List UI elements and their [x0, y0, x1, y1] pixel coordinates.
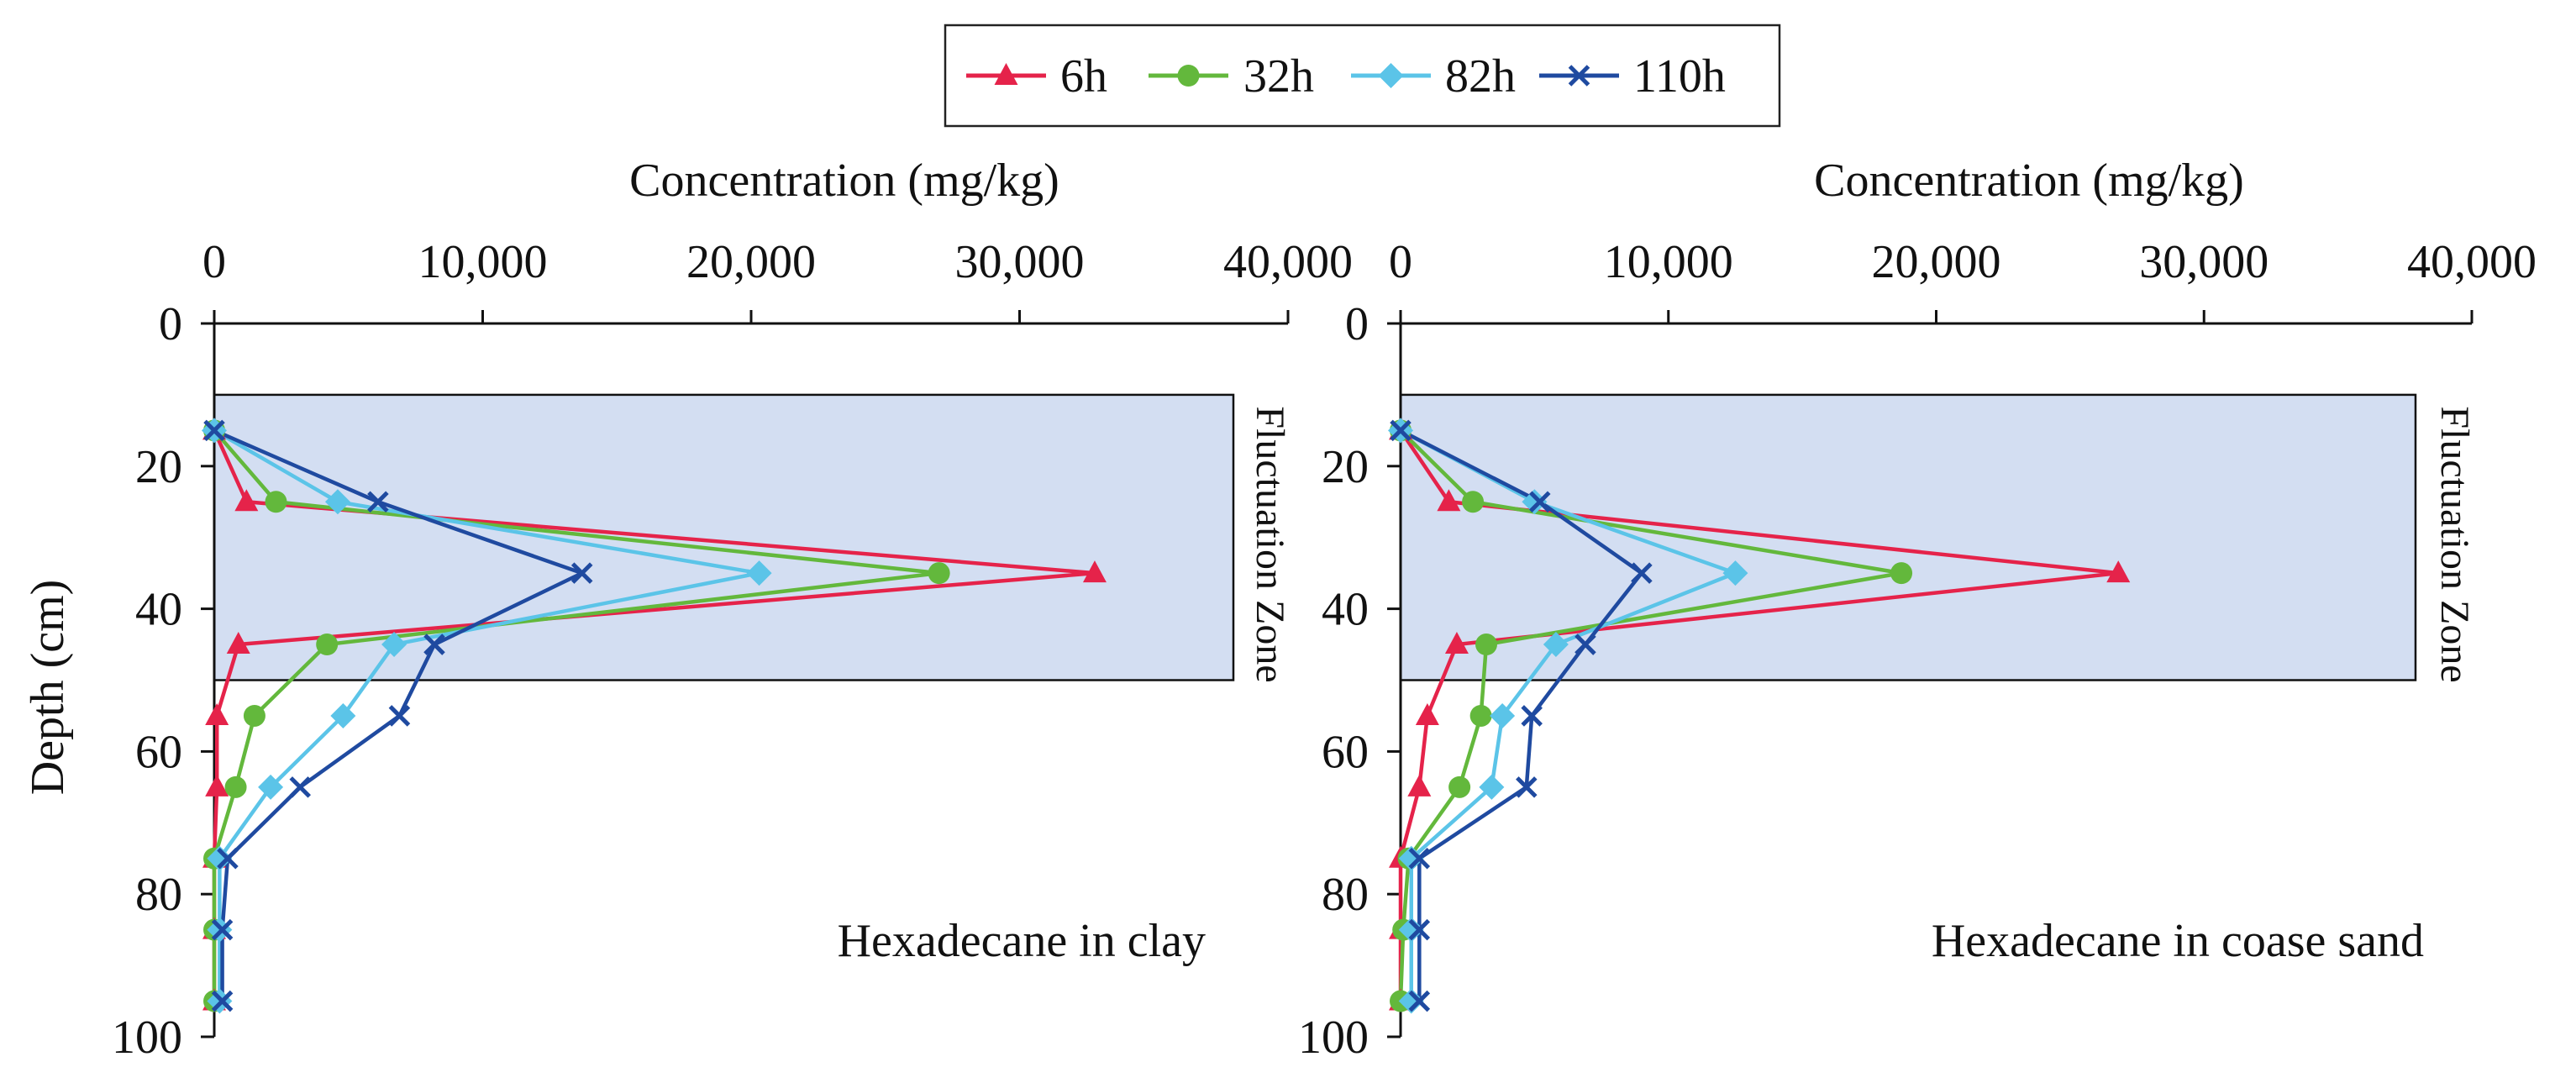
data-point-110h [203, 419, 225, 442]
legend-label-110h: 110h [1633, 50, 1726, 103]
legend-marker-32h [1177, 65, 1200, 87]
data-point-110h [1408, 990, 1431, 1012]
data-point-32h [1475, 634, 1497, 656]
y-axis-title: Depth (cm) [22, 580, 74, 796]
panel-coarse-sand: Concentration (mg/kg) 0 10,000 20,000 30,00… [1298, 155, 2537, 1064]
data-point-32h [265, 491, 287, 513]
legend-items: 6h 32h 82h 110h [966, 50, 1726, 103]
data-point-82h [1522, 489, 1548, 515]
x-tick-label: 40,000 [2407, 236, 2537, 288]
data-point-32h [1448, 775, 1471, 798]
data-point-110h [1631, 562, 1653, 584]
plot-area-clay: 0 10,000 20,000 30,000 40,000 0 20 40 60 80 100 [112, 236, 1353, 1064]
y-tick-label: 40 [1322, 584, 1369, 636]
data-point-110h [1390, 419, 1412, 442]
data-point-6h [1407, 774, 1432, 796]
data-point-110h [1408, 847, 1431, 870]
data-point-6h [1444, 632, 1469, 655]
data-point-110h [1408, 918, 1431, 941]
data-point-6h [1082, 560, 1107, 583]
data-point-6h [205, 774, 229, 796]
data-point-32h [928, 562, 950, 585]
data-point-110h [1575, 634, 1596, 655]
y-tick-label: 0 [1345, 298, 1369, 350]
data-point-32h [224, 775, 247, 798]
data-point-110h [1528, 491, 1551, 513]
data-point-110h [1516, 776, 1538, 798]
data-point-82h [330, 702, 356, 728]
legend: 6h 32h 82h 110h [944, 24, 1781, 128]
x-tick-label: 40,000 [1223, 236, 1353, 288]
x-axis-title: Concentration (mg/kg) [1814, 155, 2244, 207]
x-tick-label: 0 [202, 236, 226, 288]
data-point-110h [570, 562, 593, 584]
legend-label-6h: 6h [1060, 50, 1107, 103]
legend-marker-82h [1378, 63, 1404, 88]
data-point-110h [1521, 705, 1543, 727]
fluctuation-zone-band [213, 393, 1235, 681]
legend-marker-6h [994, 63, 1018, 85]
data-point-110h [367, 491, 389, 513]
data-point-110h [217, 847, 239, 870]
data-point-82h [746, 560, 772, 586]
x-tick-label: 30,000 [955, 236, 1085, 288]
data-point-6h [1437, 489, 1461, 512]
data-point-82h [1543, 632, 1569, 658]
x-tick-label: 0 [1389, 236, 1412, 288]
data-point-82h [381, 632, 407, 658]
fluctuation-zone-label: Fluctuation Zone [1248, 406, 1292, 682]
x-tick-label: 30,000 [2139, 236, 2268, 288]
data-point-6h [2106, 560, 2131, 583]
y-tick-label: 60 [1322, 726, 1369, 778]
y-tick-label: 80 [1322, 869, 1369, 921]
data-point-110h [388, 705, 411, 727]
fluctuation-zone-label: Fluctuation Zone [2432, 406, 2477, 682]
legend-label-82h: 82h [1445, 50, 1516, 103]
data-point-82h [324, 489, 350, 515]
legend-marker-110h [1568, 65, 1590, 87]
legend-label-32h: 32h [1243, 50, 1314, 103]
y-tick-label: 60 [135, 726, 182, 778]
data-point-6h [234, 489, 259, 512]
data-point-110h [211, 918, 234, 941]
y-tick-label: 20 [1322, 441, 1369, 493]
panel-title: Hexadecane in clay [838, 915, 1206, 967]
plot-area-coarse-sand: 0 10,000 20,000 30,000 40,000 0 20 40 60 80 100 [1298, 236, 2537, 1064]
data-point-82h [1722, 560, 1748, 586]
data-point-82h [1490, 702, 1516, 728]
data-point-82h [1398, 845, 1424, 871]
data-point-6h [205, 702, 229, 725]
data-point-82h [207, 845, 233, 871]
data-point-110h [423, 634, 445, 655]
x-tick-label: 10,000 [1604, 236, 1733, 288]
y-tick-label: 80 [135, 869, 182, 921]
data-point-32h [316, 634, 339, 656]
y-tick-label: 100 [112, 1012, 182, 1064]
data-point-110h [211, 990, 234, 1012]
x-tick-label: 10,000 [418, 236, 548, 288]
data-point-32h [1462, 491, 1485, 513]
x-tick-label: 20,000 [686, 236, 816, 288]
panel-clay: Concentration (mg/kg) Depth (cm) 0 10,000… [22, 155, 1353, 1064]
data-point-32h [1890, 562, 1913, 585]
data-point-82h [1398, 988, 1424, 1014]
data-point-32h [1469, 704, 1492, 727]
data-point-6h [1415, 702, 1439, 725]
data-point-82h [1479, 774, 1505, 800]
data-point-82h [258, 774, 284, 800]
y-tick-label: 0 [159, 298, 182, 350]
y-tick-label: 20 [135, 441, 182, 493]
x-tick-label: 20,000 [1872, 236, 2001, 288]
y-tick-label: 100 [1298, 1012, 1369, 1064]
panel-title: Hexadecane in coase sand [1932, 915, 2424, 967]
data-point-32h [243, 704, 265, 727]
data-point-82h [1398, 917, 1424, 943]
x-axis-title: Concentration (mg/kg) [629, 155, 1059, 207]
data-point-6h [226, 632, 250, 655]
y-tick-label: 40 [135, 584, 182, 636]
data-point-110h [289, 776, 312, 798]
